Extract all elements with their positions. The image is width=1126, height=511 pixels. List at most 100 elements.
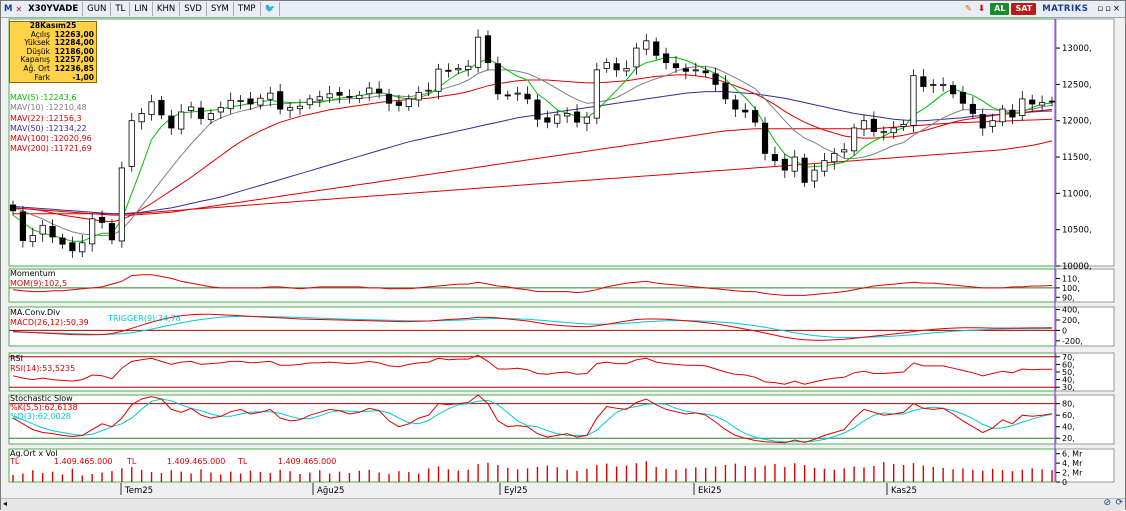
candle-body xyxy=(1048,100,1056,103)
candle-body xyxy=(435,68,442,92)
candle-body xyxy=(168,115,175,129)
toolbar-linear-button[interactable]: LIN xyxy=(130,2,153,16)
toolbar-svd-button[interactable]: SVD xyxy=(180,2,207,16)
candle-body xyxy=(19,211,26,241)
stoch-k-label: %K(5,5):62,6138 xyxy=(10,403,78,412)
toolbar-currency-button[interactable]: TL xyxy=(111,2,131,16)
candle-body xyxy=(850,127,858,152)
window-controls-icon[interactable]: ▫▫× xyxy=(1097,4,1122,14)
candle-body xyxy=(237,99,244,102)
candle-body xyxy=(761,122,769,154)
candle-body xyxy=(989,120,996,127)
indicator-tick-label: 50, xyxy=(1062,368,1075,377)
info-row: Fark -1,00 xyxy=(10,72,96,83)
toolbar-tmp-button[interactable]: TMP xyxy=(234,2,261,16)
candle-body xyxy=(534,99,541,120)
candle-body xyxy=(554,114,561,124)
x-axis-label: Ağu25 xyxy=(317,486,344,496)
buy-button[interactable]: AL xyxy=(990,3,1010,15)
candle-body xyxy=(395,101,403,106)
down-arrow-icon[interactable]: ⬇ xyxy=(978,4,986,14)
candle-body xyxy=(1019,98,1026,117)
candle-body xyxy=(672,63,680,69)
indicator-tick-label: 110, xyxy=(1062,274,1080,283)
candle-body xyxy=(207,113,215,121)
toolbar-sym-button[interactable]: SYM xyxy=(207,2,234,16)
candle-body xyxy=(860,120,868,130)
info-row: Düşük 12186,00 xyxy=(10,46,96,57)
candle-body xyxy=(742,109,749,113)
candle-body xyxy=(138,113,145,123)
ohlc-info-box: 28Kasım25 Açılış 12263,00 Yüksek 12284,00 … xyxy=(9,21,97,84)
candle-body xyxy=(870,118,877,133)
candle-body xyxy=(227,99,234,110)
zoom-icon[interactable]: ⊘ xyxy=(1103,498,1111,508)
candle-body xyxy=(69,242,76,252)
scroll-bar[interactable]: ◂ ⊘ ⟳ xyxy=(1,498,1125,511)
indicator-tick-label: 2, Mr xyxy=(1062,469,1083,478)
candle-body xyxy=(267,92,274,100)
info-value: 12284,00 xyxy=(54,38,94,48)
sell-button[interactable]: SAT xyxy=(1011,3,1037,15)
candle-body xyxy=(999,108,1006,123)
candle-body xyxy=(682,68,689,72)
x-axis-label: Tem25 xyxy=(124,486,153,496)
info-label: Fark xyxy=(34,72,50,82)
candle-body xyxy=(178,111,185,130)
candle-body xyxy=(643,40,650,50)
axis-frame-stoch xyxy=(1055,394,1115,445)
candle-body xyxy=(148,101,155,115)
momentum-line xyxy=(12,274,1053,296)
candle-body xyxy=(59,237,66,245)
candle-body xyxy=(474,36,482,68)
candle-body xyxy=(969,103,976,114)
indicator-tick-label: 80, xyxy=(1062,400,1075,409)
symbol-selector[interactable]: X30YVADE xyxy=(24,2,84,16)
candle-body xyxy=(821,160,828,172)
info-date: 28Kasım25 xyxy=(29,21,77,30)
candle-body xyxy=(633,47,640,68)
candle-body xyxy=(197,107,205,119)
info-label: Kapanış xyxy=(20,55,50,65)
toolbar-period-button[interactable]: GUN xyxy=(83,2,112,16)
candle-body xyxy=(128,120,135,167)
candle-body xyxy=(484,35,492,63)
indicator-tick-label: 200, xyxy=(1062,316,1080,325)
info-row: Kapanış 12257,00 xyxy=(10,56,96,65)
price-tick-label: 10000, xyxy=(1062,262,1092,272)
x-axis-label: Kas25 xyxy=(891,486,917,496)
candle-body xyxy=(385,93,393,104)
twitter-icon[interactable]: 🐦 xyxy=(261,2,281,16)
brand-label: MATRIKS xyxy=(1042,4,1089,14)
candle-body xyxy=(662,53,670,63)
edit-icon[interactable]: ✎ xyxy=(964,4,973,14)
info-value: 12186,00 xyxy=(54,46,94,56)
chart-toolbar: M ✕ X30YVADE GUN TL LIN KHN SVD SYM TMP … xyxy=(1,1,1125,18)
refresh-icon[interactable]: ⟳ xyxy=(1115,498,1123,508)
candle-body xyxy=(445,69,452,72)
rsi-label: RSI(14):53,5235 xyxy=(10,364,76,373)
candle-body xyxy=(346,95,353,98)
candle-body xyxy=(257,97,264,106)
dropdown-icon[interactable]: ✕ xyxy=(15,4,23,14)
indicator-tick-label: 60, xyxy=(1062,360,1075,369)
stoch-d-label: %D(3):62,0028 xyxy=(10,412,71,421)
info-row: Ağ. Ort 12236,85 xyxy=(10,64,96,74)
candle-body xyxy=(930,83,937,86)
macd-trigger-label: TRIGGER(9):34,78 xyxy=(108,314,181,323)
macd-label: MACD(26,12):50,39 xyxy=(10,318,89,327)
candle-body xyxy=(732,99,739,110)
scroll-left-icon[interactable]: ◂ xyxy=(3,499,8,508)
candle-body xyxy=(1029,99,1036,105)
candle-body xyxy=(920,76,927,87)
candle-body xyxy=(573,111,581,123)
panel-frame-price xyxy=(8,18,1057,267)
candle-body xyxy=(405,98,412,107)
stoch-k-line xyxy=(12,394,1053,444)
candle-body xyxy=(791,156,798,172)
candle-body xyxy=(831,152,838,163)
candle-body xyxy=(653,41,660,56)
toolbar-khn-button[interactable]: KHN xyxy=(153,2,181,16)
candle-body xyxy=(712,73,719,85)
